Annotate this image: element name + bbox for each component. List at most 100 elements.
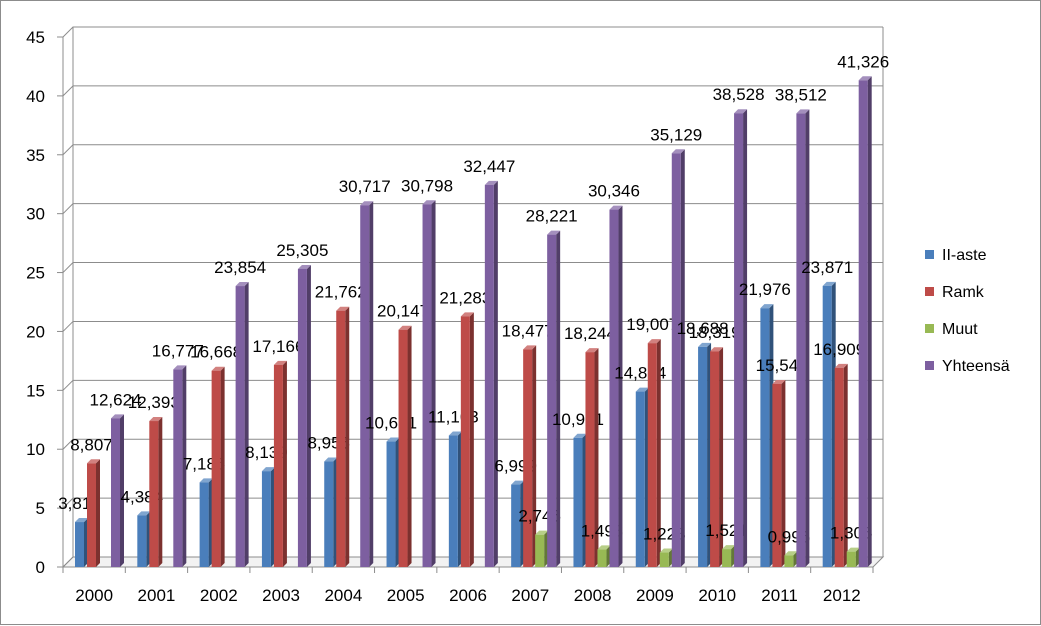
bar-top — [149, 417, 163, 422]
bar-side — [781, 379, 786, 567]
bar-front — [635, 391, 645, 567]
bar-ramk-2012 — [834, 363, 848, 567]
bar-side — [407, 325, 412, 567]
bar-front — [671, 153, 681, 568]
bar-top — [710, 347, 724, 352]
y-tick-label: 10 — [26, 440, 45, 459]
x-tick-label: 2000 — [75, 586, 113, 605]
bar-front — [734, 113, 744, 568]
data-label-ramk: 18,319 — [689, 323, 741, 342]
data-label-yhteens-: 30,798 — [401, 176, 453, 195]
bar-muut-2009 — [659, 548, 673, 567]
bar-front — [573, 437, 583, 567]
bar-top — [297, 264, 311, 269]
bar-yhteens--2004 — [360, 201, 374, 568]
bar-top — [422, 200, 436, 205]
bar-front — [235, 286, 245, 567]
data-label-ramk: 18,477 — [502, 321, 554, 340]
legend-swatch-muut — [925, 324, 934, 333]
legend: II-aste Ramk Muut Yhteensä — [925, 247, 1010, 375]
bar-ramk-2001 — [149, 417, 163, 567]
bar-ramk-2009 — [647, 339, 661, 567]
x-tick-label: 2008 — [574, 586, 612, 605]
bar-ramk-2004 — [336, 306, 350, 567]
data-label-yhteens-: 28,221 — [526, 207, 578, 226]
bar-side — [469, 312, 474, 567]
data-label-yhteens-: 41,326 — [837, 52, 889, 71]
legend-label-yhteens-: Yhteensä — [942, 358, 1010, 375]
data-label-ramk: 17,166 — [252, 337, 304, 356]
bar-top — [822, 281, 836, 286]
bar-muut-2012 — [846, 547, 860, 567]
bar-top — [647, 339, 661, 344]
bar-front — [324, 461, 334, 567]
bar-side — [532, 345, 537, 567]
bar-front — [585, 352, 595, 567]
data-label-ramk: 16,668 — [190, 343, 242, 362]
bar-yhteens--2005 — [422, 200, 436, 567]
bar-front — [261, 471, 271, 567]
data-label-ramk: 16,909 — [813, 340, 865, 359]
legend-swatch-ii-aste — [925, 250, 934, 259]
bar-top — [585, 348, 599, 353]
bar-front — [535, 534, 545, 567]
data-label-ramk: 21,283 — [439, 288, 491, 307]
y-tick-label: 15 — [26, 381, 45, 400]
y-tick-label: 35 — [26, 146, 45, 165]
bar-front — [273, 364, 283, 567]
bar-top — [784, 551, 798, 556]
bar-ramk-2011 — [772, 379, 786, 567]
bar-top — [535, 530, 549, 535]
bar-top — [573, 433, 587, 438]
bar-ii-aste-2003 — [261, 467, 275, 567]
bar-top — [597, 545, 611, 550]
bar-front — [199, 482, 209, 567]
bar-front — [858, 80, 868, 568]
bar-front — [659, 552, 669, 567]
bar-top — [609, 205, 623, 210]
data-label-ramk: 20,147 — [377, 302, 429, 321]
y-tick-label: 5 — [36, 499, 45, 518]
data-label-ii-aste: 23,871 — [801, 258, 853, 277]
bar-side — [719, 347, 724, 567]
bar-front — [822, 285, 832, 567]
data-label-ii-aste: 21,976 — [739, 280, 791, 299]
bar-side — [120, 414, 124, 567]
bar-ii-aste-2002 — [199, 478, 213, 567]
bar-muut-2007 — [535, 530, 549, 567]
bar-side — [244, 282, 249, 567]
bar-top — [87, 459, 100, 464]
bar-front — [523, 349, 533, 567]
bar-side — [743, 109, 748, 568]
bar-side — [594, 348, 599, 567]
data-label-yhteens-: 35,129 — [650, 125, 702, 144]
bar-side — [220, 366, 225, 567]
bar-top — [834, 363, 848, 368]
bar-top — [772, 379, 786, 384]
bar-yhteens--2003 — [297, 264, 311, 567]
bar-side — [843, 363, 848, 567]
bar-top — [659, 548, 673, 553]
bar-front — [398, 329, 408, 567]
legend-label-ii-aste: II-aste — [942, 247, 987, 264]
y-tick-label: 30 — [26, 205, 45, 224]
data-label-yhteens-: 12,624 — [90, 390, 142, 409]
bar-ramk-2005 — [398, 325, 412, 567]
data-label-ramk: 18,244 — [564, 324, 616, 343]
bar-yhteens--2008 — [609, 205, 623, 567]
bar-top — [211, 366, 225, 371]
data-label-ramk: 12,393 — [128, 393, 180, 412]
bar-yhteens--2011 — [796, 109, 810, 568]
bar-side — [158, 417, 163, 567]
bar-front — [386, 441, 396, 567]
x-tick-label: 2004 — [324, 586, 362, 605]
bar-ramk-2002 — [211, 366, 225, 567]
bar-ii-aste-2001 — [137, 511, 151, 567]
bar-top — [398, 325, 412, 330]
bar-front — [698, 346, 708, 567]
bar-top — [796, 109, 810, 114]
bar-yhteens--2012 — [858, 76, 872, 568]
y-tick-label: 25 — [26, 264, 45, 283]
